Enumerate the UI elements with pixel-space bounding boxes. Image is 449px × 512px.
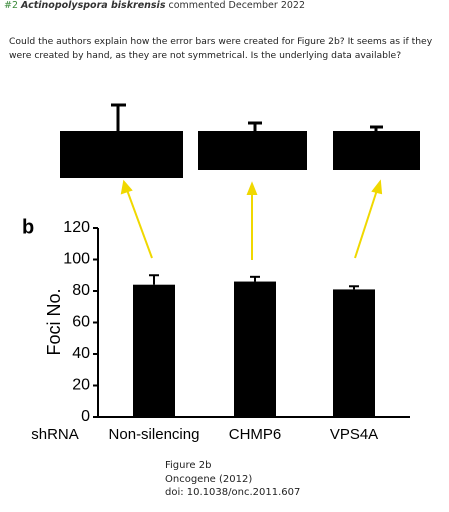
author[interactable]: Actinopolyspora biskrensis	[21, 0, 166, 11]
x-tick-label: VPS4A	[330, 426, 378, 443]
zoom-insets	[60, 103, 420, 178]
y-tick-label: 60	[72, 314, 90, 331]
caption-line: Figure 2b	[165, 460, 212, 471]
y-tick-label: 100	[63, 251, 90, 268]
caption-line: doi: 10.1038/onc.2011.607	[165, 487, 301, 498]
x-tick-label: Non-silencing	[109, 426, 200, 443]
comment-meta: commented December 2022	[168, 0, 306, 11]
comment-header: #2 Actinopolyspora biskrensis commented …	[4, 0, 305, 11]
error-bar	[250, 275, 260, 282]
y-tick-label: 0	[81, 408, 90, 425]
comment-text: Could the authors explain how the error …	[9, 36, 433, 61]
bar	[234, 281, 276, 417]
arrows	[120, 179, 383, 260]
caption: Figure 2b Oncogene (2012) doi: 10.1038/o…	[165, 459, 300, 500]
y-tick-label: 80	[72, 282, 90, 299]
comment-number: #2	[4, 0, 19, 11]
bar	[133, 284, 175, 417]
x-tick-label: CHMP6	[229, 426, 282, 443]
x-axis-label: shRNA	[31, 426, 79, 443]
y-tick-label: 120	[63, 219, 90, 236]
caption-line: Oncogene (2012)	[165, 473, 253, 485]
y-tick-label: 40	[72, 345, 90, 362]
bar	[333, 289, 375, 417]
y-axis-label: Foci No.	[44, 288, 64, 355]
panel-label: b	[22, 216, 34, 238]
y-tick-label: 20	[72, 377, 90, 394]
error-bar	[149, 274, 159, 285]
error-bar	[349, 285, 359, 290]
